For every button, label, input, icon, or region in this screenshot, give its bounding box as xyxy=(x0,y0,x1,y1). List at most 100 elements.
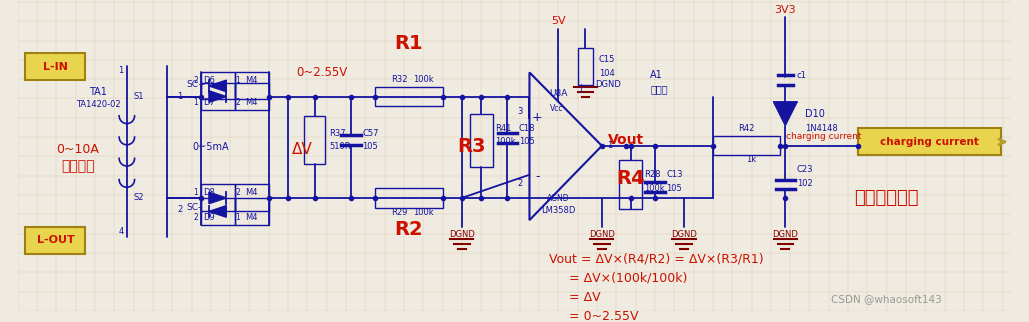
Text: L-OUT: L-OUT xyxy=(37,235,74,245)
Text: 3V3: 3V3 xyxy=(775,5,796,15)
Text: DGND: DGND xyxy=(773,230,799,239)
Text: 105: 105 xyxy=(519,137,535,147)
Text: C15: C15 xyxy=(599,55,615,64)
Text: L-IN: L-IN xyxy=(43,62,68,71)
Text: SC+: SC+ xyxy=(186,80,206,90)
Text: R37: R37 xyxy=(329,129,346,138)
Text: Vout = ΔV×(R4/R2) = ΔV×(R3/R1): Vout = ΔV×(R4/R2) = ΔV×(R3/R1) xyxy=(548,252,764,265)
Text: charging current: charging current xyxy=(786,132,861,141)
Text: LM358D: LM358D xyxy=(541,206,575,215)
Bar xyxy=(202,198,235,225)
Text: 充电电流检测: 充电电流检测 xyxy=(854,189,919,207)
Text: 1k: 1k xyxy=(746,155,756,164)
Text: A1: A1 xyxy=(650,70,663,80)
Text: 1: 1 xyxy=(236,213,240,222)
Text: 1: 1 xyxy=(193,98,198,107)
Text: C18: C18 xyxy=(519,124,535,133)
Text: M4: M4 xyxy=(245,213,257,222)
Text: 3: 3 xyxy=(518,107,523,116)
Text: 100k: 100k xyxy=(413,75,433,84)
Text: 测试点: 测试点 xyxy=(650,84,668,94)
Text: 1: 1 xyxy=(236,76,240,85)
Text: c1: c1 xyxy=(796,71,807,80)
Text: = ΔV×(100k/100k): = ΔV×(100k/100k) xyxy=(548,271,687,285)
Text: C13: C13 xyxy=(667,170,683,179)
Text: 2: 2 xyxy=(236,188,240,197)
Bar xyxy=(375,87,442,106)
Text: 104: 104 xyxy=(599,69,614,78)
Bar xyxy=(202,185,235,212)
Text: 102: 102 xyxy=(796,179,813,188)
Text: DGND: DGND xyxy=(671,230,697,239)
Text: DGND: DGND xyxy=(589,230,614,239)
Text: 105: 105 xyxy=(362,142,379,151)
Text: 100k: 100k xyxy=(413,208,433,217)
Text: 2: 2 xyxy=(236,98,240,107)
Text: 100k: 100k xyxy=(644,184,665,193)
Text: DGND: DGND xyxy=(449,230,474,239)
Text: 1: 1 xyxy=(177,92,182,101)
Polygon shape xyxy=(209,192,226,204)
Text: 1: 1 xyxy=(193,188,198,197)
Polygon shape xyxy=(209,91,226,102)
Text: R42: R42 xyxy=(739,124,755,133)
Text: SC-: SC- xyxy=(186,203,202,212)
Text: D7: D7 xyxy=(203,98,215,107)
Text: R4: R4 xyxy=(616,169,645,188)
Text: R29: R29 xyxy=(391,208,407,217)
Text: M4: M4 xyxy=(245,98,257,107)
Bar xyxy=(235,185,269,212)
Text: 1: 1 xyxy=(118,66,123,75)
Text: M4: M4 xyxy=(245,188,257,197)
Text: charging current: charging current xyxy=(880,137,979,147)
Text: 2: 2 xyxy=(193,213,198,222)
Text: -: - xyxy=(535,170,539,183)
Bar xyxy=(375,188,442,208)
Bar xyxy=(713,136,780,156)
Text: D9: D9 xyxy=(203,213,215,222)
Text: R28: R28 xyxy=(644,170,661,179)
Text: 1: 1 xyxy=(607,141,612,150)
Text: R3: R3 xyxy=(457,137,486,156)
Text: R41: R41 xyxy=(495,124,511,133)
Text: 0~2.55V: 0~2.55V xyxy=(296,66,348,79)
Text: D6: D6 xyxy=(203,76,215,85)
Text: C57: C57 xyxy=(362,129,379,138)
Bar xyxy=(577,48,593,85)
Text: 510R: 510R xyxy=(329,142,351,151)
Text: CSDN @whaosoft143: CSDN @whaosoft143 xyxy=(831,294,943,304)
Bar xyxy=(235,83,269,110)
Text: S1: S1 xyxy=(134,92,144,101)
Text: ΔV: ΔV xyxy=(292,142,313,157)
Bar xyxy=(26,227,85,254)
Text: 0~5mA: 0~5mA xyxy=(192,142,229,152)
Text: 100k: 100k xyxy=(495,137,516,147)
Bar xyxy=(619,160,642,209)
Text: 1N4148: 1N4148 xyxy=(805,124,838,133)
Polygon shape xyxy=(209,206,226,217)
Bar xyxy=(858,128,1000,156)
Text: 充电电流: 充电电流 xyxy=(61,159,95,173)
Text: 5V: 5V xyxy=(552,16,566,26)
Text: AGND: AGND xyxy=(547,194,570,204)
Text: Vout: Vout xyxy=(608,133,644,147)
Bar xyxy=(235,72,269,99)
Text: D10: D10 xyxy=(805,109,824,119)
Bar xyxy=(304,116,325,164)
Text: DGND: DGND xyxy=(595,80,620,90)
Polygon shape xyxy=(209,80,226,92)
Text: TA1420-02: TA1420-02 xyxy=(75,100,120,109)
Bar xyxy=(469,114,493,167)
Text: TA1: TA1 xyxy=(88,87,107,97)
Polygon shape xyxy=(774,102,796,126)
Bar xyxy=(235,198,269,225)
Text: R32: R32 xyxy=(391,75,407,84)
Text: M4: M4 xyxy=(245,76,257,85)
Text: |·: |· xyxy=(579,84,586,93)
Bar xyxy=(202,72,235,99)
Bar xyxy=(26,53,85,80)
Text: = 0~2.55V: = 0~2.55V xyxy=(548,310,638,322)
Bar xyxy=(202,83,235,110)
Text: = ΔV: = ΔV xyxy=(548,291,600,304)
Text: 2: 2 xyxy=(518,179,523,188)
